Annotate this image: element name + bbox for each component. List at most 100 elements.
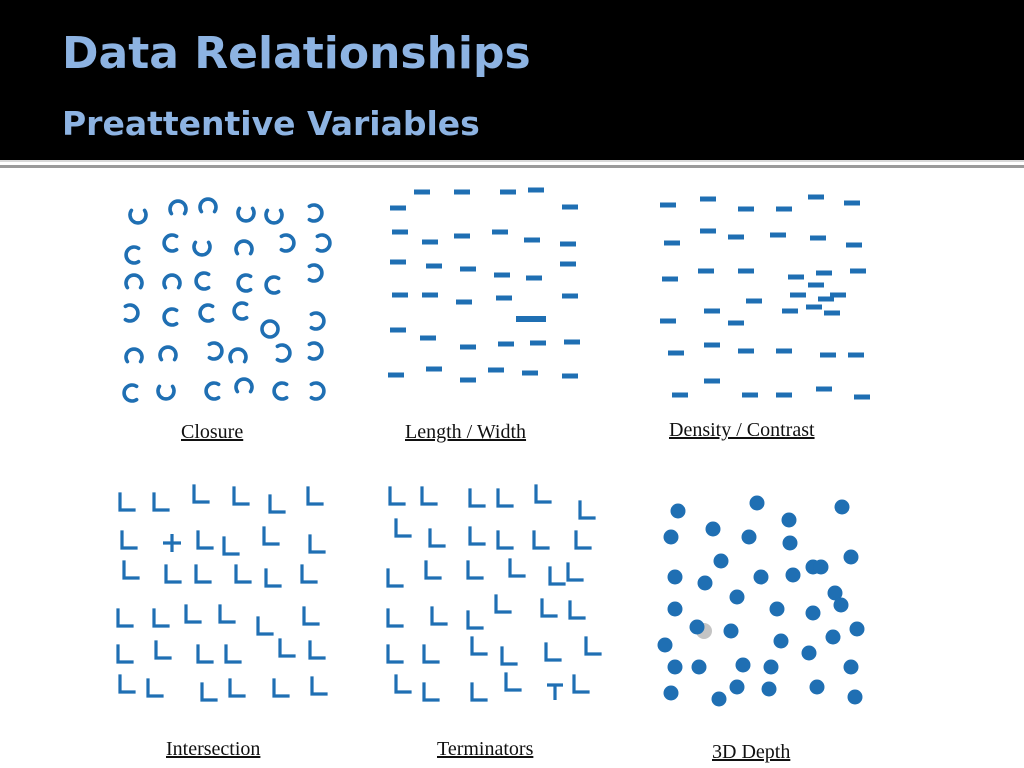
dot-mark [667, 659, 683, 675]
dot-mark [657, 637, 673, 653]
dash-mark [460, 266, 476, 272]
dash-mark [738, 348, 754, 354]
l-shape-mark [152, 608, 170, 628]
l-shape-mark [222, 536, 240, 556]
open-circle-mark [158, 345, 178, 362]
dash-mark [776, 206, 792, 212]
open-circle-mark [315, 233, 332, 253]
dash-mark [454, 189, 470, 195]
dash-mark [790, 292, 806, 298]
dash-mark [390, 259, 406, 265]
l-shape-mark [544, 642, 562, 662]
open-circle-mark [198, 197, 218, 214]
dash-mark [560, 261, 576, 267]
dot-mark [729, 589, 745, 605]
l-shape-mark [470, 636, 488, 656]
dash-mark [854, 394, 870, 400]
dot-mark [805, 605, 821, 621]
plus-shape-mark [163, 534, 181, 552]
dot-mark [825, 629, 841, 645]
dash-mark [560, 241, 576, 247]
dot-mark [773, 633, 789, 649]
l-shape-mark [468, 488, 486, 508]
dash-mark [698, 268, 714, 274]
dot-mark [782, 535, 798, 551]
terminators-caption: Terminators [437, 738, 534, 760]
l-shape-mark [196, 644, 214, 664]
l-shape-mark [232, 486, 250, 506]
dot-mark [735, 657, 751, 673]
title-bar: Data Relationships Preattentive Variable… [0, 0, 1024, 160]
l-shape-mark [262, 526, 280, 546]
l-shape-mark [534, 484, 552, 504]
dash-mark [700, 196, 716, 202]
terminators-panel [386, 484, 602, 702]
open-circle-mark [307, 263, 324, 283]
l-shape-mark [194, 564, 212, 584]
dash-mark [420, 335, 436, 341]
closure-caption: Closure [181, 421, 244, 443]
l-shape-mark [386, 568, 404, 588]
dot-mark [843, 549, 859, 565]
open-circle-mark [124, 347, 144, 364]
l-shape-mark [302, 606, 320, 626]
dash-mark [830, 292, 846, 298]
l-shape-mark [278, 638, 296, 658]
l-shape-mark [508, 558, 526, 578]
dash-mark [848, 352, 864, 358]
dot-mark [801, 645, 817, 661]
dash-mark [846, 242, 862, 248]
dash-mark [704, 378, 720, 384]
dash-mark [496, 295, 512, 301]
dash-mark [522, 370, 538, 376]
dash-mark [488, 367, 504, 373]
l-shape-mark [496, 488, 514, 508]
l-shape-mark [548, 566, 566, 586]
l-shape-mark [120, 530, 138, 550]
dot-mark [749, 495, 765, 511]
dot-mark [843, 659, 859, 675]
l-shape-mark [218, 604, 236, 624]
dash-mark [808, 194, 824, 200]
dash-mark [844, 200, 860, 206]
open-circle-mark [162, 233, 179, 253]
dash-mark [810, 235, 826, 241]
open-circle-mark [309, 311, 326, 331]
l-shape-mark [146, 678, 164, 698]
l-shape-mark [532, 530, 550, 550]
length-width-panel [388, 187, 580, 383]
dash-mark [460, 344, 476, 350]
dash-mark [668, 350, 684, 356]
dash-mark [500, 189, 516, 195]
dash-mark [728, 320, 744, 326]
l-shape-mark [584, 636, 602, 656]
dash-mark [454, 233, 470, 239]
dot-mark [809, 679, 825, 695]
l-shape-mark [388, 486, 406, 506]
dot-mark [697, 575, 713, 591]
density-contrast-caption: Density / Contrast [669, 419, 815, 441]
dot-mark [723, 623, 739, 639]
dash-mark [746, 298, 762, 304]
dash-mark [492, 229, 508, 235]
l-shape-mark [568, 600, 586, 620]
open-circle-mark [272, 381, 289, 401]
open-circle-mark [236, 273, 253, 293]
l-shape-mark [184, 604, 202, 624]
dash-mark [728, 234, 744, 240]
l-shape-mark [200, 682, 218, 702]
open-circle-mark [232, 301, 249, 321]
slide-title: Data Relationships [62, 28, 531, 79]
dash-mark [460, 377, 476, 383]
l-shape-mark [470, 682, 488, 702]
dot-mark [827, 585, 843, 601]
dash-mark [388, 372, 404, 378]
open-circle-mark [234, 239, 254, 256]
open-circle-mark [236, 206, 256, 223]
dot-mark [741, 529, 757, 545]
l-shape-mark [192, 484, 210, 504]
dash-mark [808, 282, 824, 288]
intersection-caption: Intersection [166, 738, 261, 760]
dash-mark [704, 342, 720, 348]
l-shape-mark [116, 644, 134, 664]
